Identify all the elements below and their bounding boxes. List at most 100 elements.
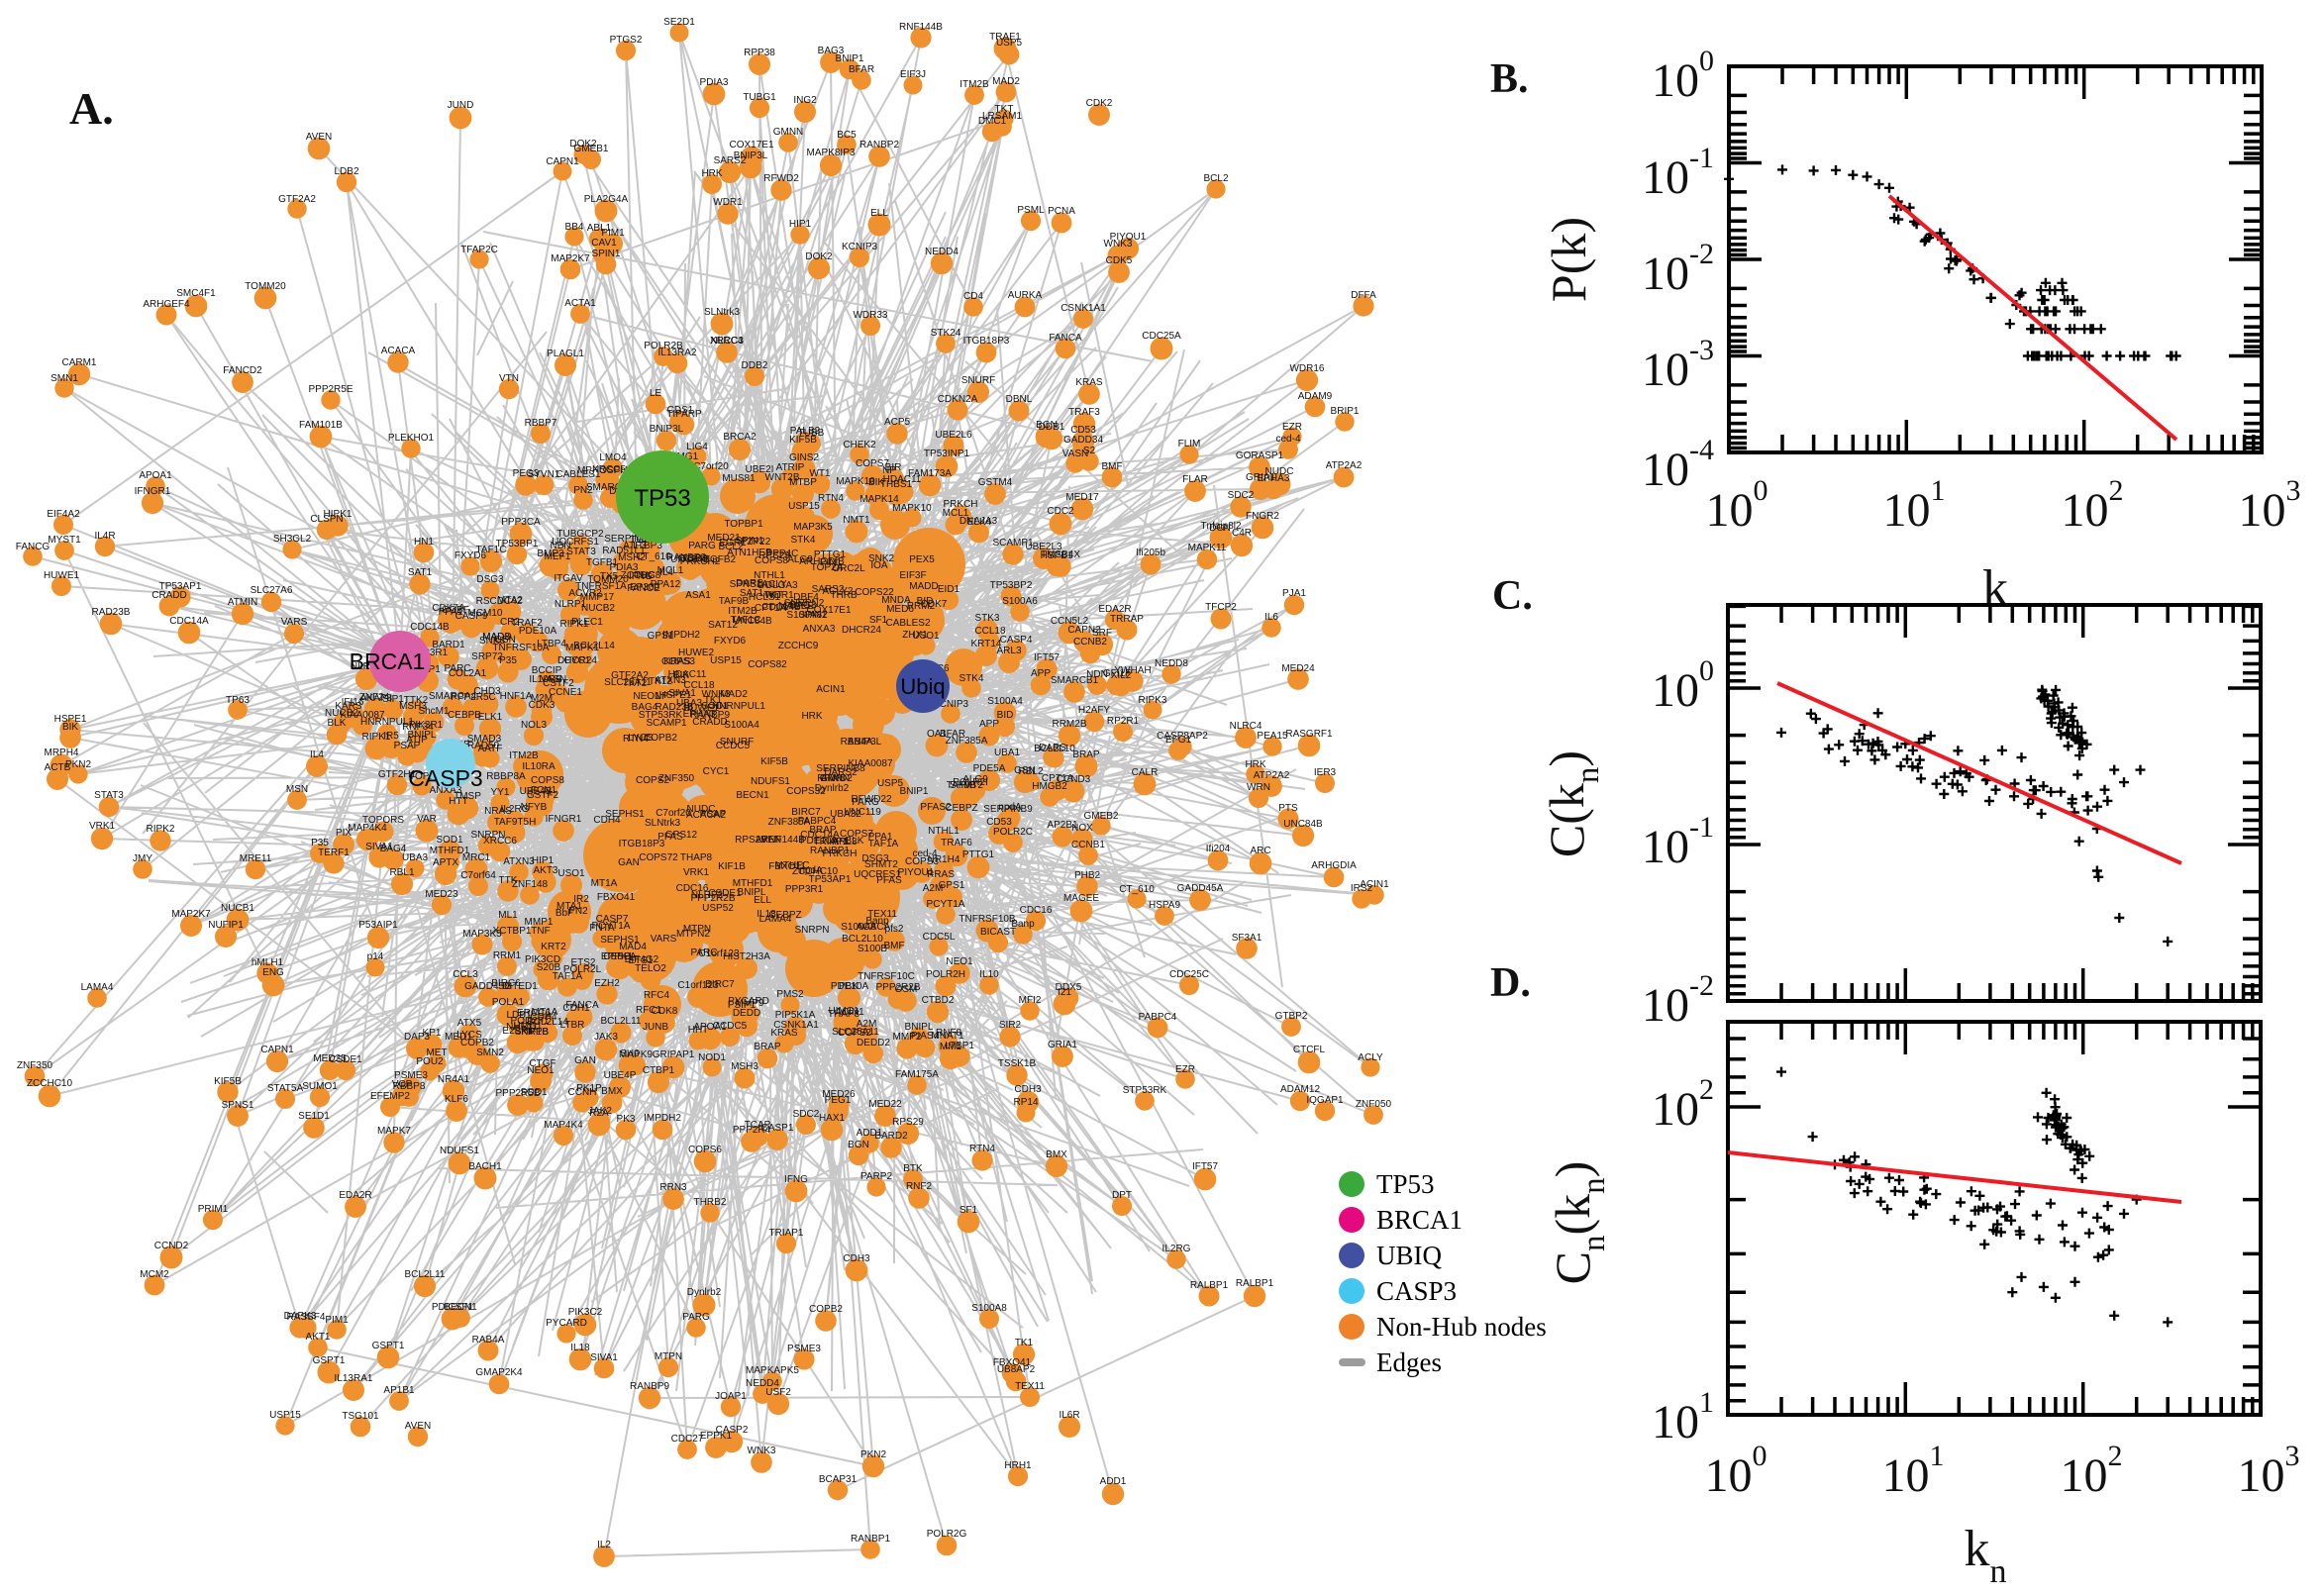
svg-text:Ifi204: Ifi204 (1206, 844, 1231, 854)
svg-text:DDB1: DDB1 (1039, 422, 1065, 433)
svg-text:PIN1: PIN1 (820, 557, 843, 568)
svg-text:S20B: S20B (537, 962, 561, 973)
svg-text:MTBP: MTBP (789, 477, 817, 488)
svg-text:p14: p14 (367, 951, 384, 962)
svg-text:TAF1A: TAF1A (868, 839, 899, 849)
svg-text:TAF1C: TAF1C (476, 545, 507, 555)
svg-text:RASGRF1: RASGRF1 (1285, 729, 1333, 740)
svg-text:GSPT1: GSPT1 (372, 1341, 405, 1351)
svg-text:GRIA1: GRIA1 (1048, 1040, 1077, 1050)
svg-text:MAP3K5: MAP3K5 (793, 522, 833, 533)
svg-text:DBNL: DBNL (1006, 394, 1033, 405)
svg-text:TAF9B: TAF9B (719, 596, 750, 607)
svg-text:RPS29: RPS29 (735, 835, 766, 846)
svg-text:GSN: GSN (1014, 765, 1036, 776)
svg-text:MPHOSPH6: MPHOSPH6 (577, 465, 634, 476)
svg-text:KARS: KARS (335, 701, 362, 712)
svg-text:KIF5B: KIF5B (214, 1076, 242, 1087)
svg-text:ORC2L: ORC2L (832, 563, 865, 574)
svg-text:AP1B1: AP1B1 (383, 1385, 415, 1396)
svg-text:MTA1: MTA1 (556, 901, 582, 912)
svg-text:WDR1: WDR1 (713, 197, 743, 208)
svg-text:ELL: ELL (754, 895, 771, 906)
svg-text:MTPN2: MTPN2 (676, 929, 710, 940)
svg-text:STAT3: STAT3 (94, 790, 124, 801)
svg-text:SF1: SF1 (869, 615, 888, 626)
svg-text:SOD1: SOD1 (701, 701, 729, 712)
svg-text:ARL3: ARL3 (996, 646, 1021, 656)
svg-text:BNIP3L: BNIP3L (848, 737, 882, 748)
svg-text:GTBP2: GTBP2 (1275, 1011, 1308, 1022)
svg-text:COPB2: COPB2 (460, 1038, 494, 1048)
svg-text:PIYOU1: PIYOU1 (1110, 232, 1147, 243)
svg-text:ING2: ING2 (793, 95, 817, 106)
svg-text:UNC84B: UNC84B (670, 554, 710, 565)
svg-text:S100A4: S100A4 (724, 720, 759, 731)
svg-text:NEO1: NEO1 (633, 691, 660, 702)
svg-text:CDH3: CDH3 (1014, 1084, 1042, 1095)
svg-text:GTF2A2: GTF2A2 (278, 194, 316, 205)
svg-text:WRN: WRN (1247, 782, 1270, 793)
svg-text:DHCR24: DHCR24 (842, 625, 881, 636)
svg-text:HMG1: HMG1 (514, 1021, 543, 1032)
svg-text:CSNK1A1: CSNK1A1 (1060, 303, 1106, 314)
svg-text:EPPK1: EPPK1 (601, 951, 634, 962)
svg-text:HUWE2: HUWE2 (678, 648, 715, 658)
svg-text:USP15: USP15 (269, 1410, 301, 1421)
svg-text:STK24: STK24 (931, 328, 961, 339)
svg-text:GADD45A: GADD45A (1177, 883, 1224, 894)
svg-text:RFWD2: RFWD2 (817, 773, 853, 784)
svg-text:BMX: BMX (1046, 1149, 1067, 1160)
svg-text:DARS: DARS (736, 578, 763, 589)
svg-text:MAPK1: MAPK1 (565, 643, 599, 653)
svg-text:MCL1: MCL1 (943, 508, 969, 519)
svg-text:CDH3: CDH3 (843, 1253, 870, 1264)
svg-text:UBE4P: UBE4P (604, 1070, 637, 1081)
svg-text:BIRC7: BIRC7 (705, 979, 735, 990)
svg-text:KRAS: KRAS (663, 656, 691, 667)
svg-text:NEDD4: NEDD4 (746, 1378, 779, 1389)
svg-text:TGFB2: TGFB2 (704, 554, 737, 565)
svg-text:PIP5K1A: PIP5K1A (775, 1010, 816, 1021)
svg-text:ATRIP: ATRIP (776, 462, 805, 473)
svg-text:pfs2: pfs2 (885, 924, 904, 935)
svg-text:BRIP1: BRIP1 (1331, 406, 1360, 417)
svg-text:CDC5L: CDC5L (923, 932, 956, 943)
svg-text:ITGB18P3: ITGB18P3 (963, 336, 1010, 347)
svg-text:CAV1: CAV1 (591, 238, 617, 249)
svg-text:TNFRSF10A: TNFRSF10A (492, 643, 550, 653)
svg-text:Dynlrb2: Dynlrb2 (815, 783, 850, 794)
svg-text:IL10: IL10 (979, 969, 999, 980)
svg-text:RSCDC42: RSCDC42 (476, 596, 523, 607)
svg-text:HTT: HTT (449, 796, 467, 807)
svg-text:KCNIP3: KCNIP3 (842, 242, 878, 252)
svg-text:MAPK8IP3: MAPK8IP3 (807, 148, 856, 158)
svg-text:CSNK1A1: CSNK1A1 (773, 1020, 819, 1031)
svg-text:PALB2: PALB2 (790, 426, 821, 437)
svg-text:SMN1: SMN1 (50, 373, 78, 384)
svg-text:USP5: USP5 (877, 778, 904, 789)
svg-text:PPA1: PPA1 (868, 832, 893, 843)
svg-text:TOPORS: TOPORS (362, 815, 404, 826)
svg-text:HNRNPUL1: HNRNPUL1 (712, 701, 765, 712)
svg-text:TRAF3: TRAF3 (1068, 407, 1100, 418)
svg-text:FAM175A: FAM175A (895, 1069, 939, 1080)
svg-text:NTHL1: NTHL1 (928, 826, 960, 837)
svg-text:FXYD6: FXYD6 (714, 636, 747, 647)
svg-text:RFC1: RFC1 (636, 1005, 662, 1016)
svg-text:UBE4B: UBE4B (520, 786, 553, 797)
svg-text:ELK4: ELK4 (967, 517, 992, 528)
svg-text:MRE11: MRE11 (240, 853, 272, 864)
svg-text:RPS29: RPS29 (892, 1117, 924, 1128)
svg-text:CYC1: CYC1 (703, 766, 730, 777)
svg-text:MT1A: MT1A (591, 878, 618, 889)
svg-text:FANCG: FANCG (16, 542, 50, 552)
svg-text:KIAA0087: KIAA0087 (848, 758, 892, 769)
svg-text:102: 102 (1652, 1073, 1714, 1136)
svg-text:ARHGDIA: ARHGDIA (1311, 860, 1357, 871)
svg-text:RAB4A: RAB4A (841, 737, 873, 748)
svg-text:PABPC4: PABPC4 (798, 816, 837, 827)
svg-text:CHD3: CHD3 (473, 686, 501, 697)
svg-text:NUFIP1: NUFIP1 (208, 920, 244, 931)
svg-text:ACLY2: ACLY2 (823, 586, 854, 597)
